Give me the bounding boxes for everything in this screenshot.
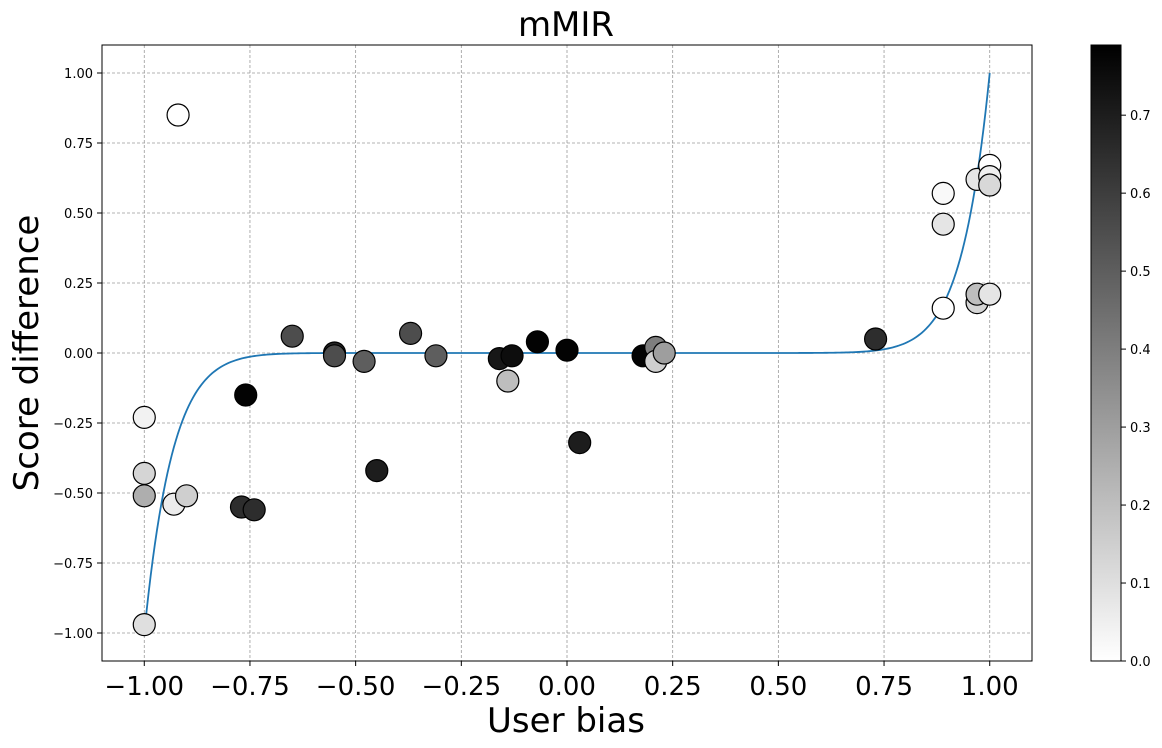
colorbar-tick-label: 0.7 (1130, 109, 1151, 124)
scatter-point (978, 173, 1002, 197)
colorbar-tick-label: 0.3 (1130, 421, 1151, 436)
x-tick-label: 0.00 (538, 672, 596, 702)
colorbar-tick-label: 0.5 (1130, 265, 1151, 280)
scatter-point (500, 344, 524, 368)
y-tick-label: 0.25 (64, 277, 93, 292)
x-tick-label: −0.75 (210, 672, 290, 702)
colorbar: 0.0 0.1 0.2 0.3 0.4 0.5 0.6 0.7 (1090, 44, 1151, 670)
x-tick-label: 1.00 (961, 672, 1019, 702)
y-tick-label: 0.50 (64, 207, 93, 222)
y-tick-label: −0.50 (53, 487, 93, 502)
y-axis-label: Score difference (7, 215, 47, 492)
scatter-point (398, 321, 423, 345)
colorbar-tick-label: 0.6 (1130, 187, 1151, 202)
scatter-point (424, 344, 448, 368)
colorbar-tick-label: 0.1 (1130, 577, 1151, 592)
x-tick-label: −0.25 (421, 672, 501, 702)
x-tick-label: 0.75 (855, 672, 913, 702)
y-tick-label: −1.00 (53, 627, 93, 642)
y-tick-label: 0.75 (64, 137, 93, 152)
y-tick-label: −0.25 (53, 417, 93, 432)
scatter-point (132, 405, 156, 429)
scatter-point (365, 459, 389, 483)
colorbar-ticks: 0.0 0.1 0.2 0.3 0.4 0.5 0.6 0.7 (1121, 109, 1151, 670)
x-axis-ticks: −1.00 −0.75 −0.50 −0.25 0.00 0.25 0.50 0.75 1.00 (104, 661, 1019, 702)
x-axis-label: User bias (487, 701, 645, 741)
scatter-point (652, 341, 676, 365)
scatter-point (863, 327, 888, 351)
y-tick-label: −0.75 (53, 557, 93, 572)
x-tick-label: 0.25 (644, 672, 702, 702)
scatter-point (931, 212, 955, 236)
scatter-point (280, 324, 304, 348)
scatter-point (234, 383, 258, 407)
scatter-point (166, 103, 190, 127)
scatter-point (568, 431, 592, 455)
scatter-point (555, 338, 579, 362)
x-tick-label: −1.00 (104, 672, 184, 702)
colorbar-tick-label: 0.4 (1130, 343, 1151, 358)
y-tick-label: 0.00 (64, 347, 93, 362)
chart-title: mMIR (518, 5, 614, 45)
colorbar-gradient (1090, 44, 1122, 662)
scatter-point (132, 484, 156, 508)
scatter-point (132, 461, 156, 485)
scatter-point (242, 498, 266, 522)
x-tick-label: −0.50 (316, 672, 396, 702)
scatter-point (496, 369, 520, 393)
scatter-points (132, 103, 1002, 637)
scatter-point (931, 181, 955, 205)
colorbar-tick-label: 0.2 (1130, 499, 1151, 514)
scatter-point (132, 612, 156, 637)
y-tick-label: 1.00 (64, 67, 93, 82)
x-tick-label: 0.50 (749, 672, 807, 702)
scatter-point (352, 349, 376, 373)
scatter-point (174, 484, 199, 508)
scatter-point (978, 282, 1002, 306)
scatter-point (931, 296, 955, 320)
colorbar-tick-label: 0.0 (1130, 655, 1151, 670)
scatter-point (322, 344, 347, 368)
y-axis-ticks: −1.00 −0.75 −0.50 −0.25 0.00 0.25 0.50 0.75 1.00 (53, 67, 102, 642)
scatter-point (525, 330, 550, 354)
